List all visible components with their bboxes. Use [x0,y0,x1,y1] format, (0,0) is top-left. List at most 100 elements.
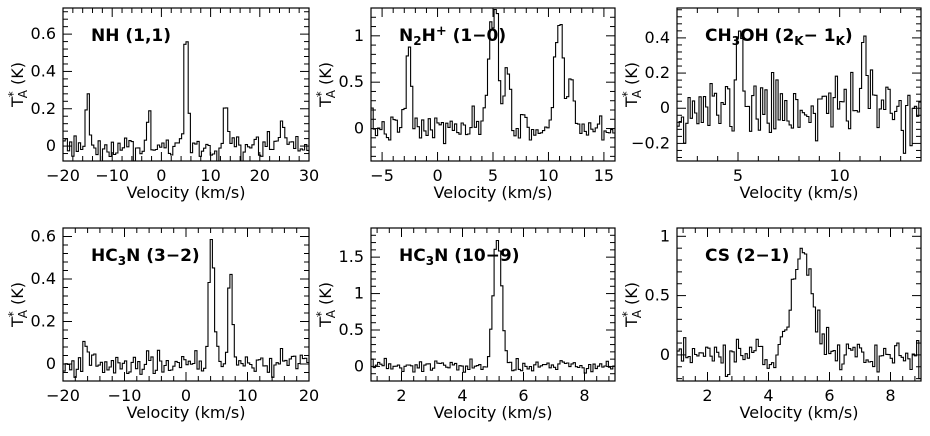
y-axis-title-part: A [16,309,30,318]
y-tick-label: 0.5 [339,72,364,91]
x-tick-label: 8 [579,386,589,405]
y-axis-title: T*A (K) [6,62,30,108]
y-tick-label: 0.6 [31,227,56,246]
plot-frame [676,227,922,382]
x-tick-label: 10 [200,166,220,185]
panel-title-part: ) [845,26,853,46]
y-axis-title: T*A (K) [314,62,338,108]
panel-title: CS (2−1) [705,246,789,266]
x-tick-label: 2 [396,386,406,405]
x-tick-label: 4 [457,386,467,405]
panel-title-part: OH (2 [740,26,794,46]
y-tick-label: 0.2 [31,99,56,118]
spectrum-panel-6: 2 4 6 8 0 0.5 1 Velocity (km/s) T*A (K) CS (2−1) [620,226,922,422]
x-tick-label: −10 [108,386,142,405]
panel-title-part: CS (2−1) [705,246,789,266]
panel-title: N2H+ (1−0) [399,24,506,48]
x-tick-label: 8 [885,386,895,405]
y-tick-label: 0 [354,356,364,375]
spectrum-line [371,8,615,145]
x-tick-label: 0 [156,166,166,185]
y-axis-title-part: A [16,89,30,98]
y-axis-title-part: (K) [8,62,27,90]
plot-frame [62,7,310,162]
y-axis-title-part: A [324,309,338,318]
panel-title-part: + [436,24,447,39]
y-axis-title-part: T [316,97,335,108]
spectrum-panel-4: −20 −10 0 10 20 0 0.2 0.4 0.6 Velocity (km/s) T*A … [6,227,319,423]
x-tick-label: −20 [46,166,80,185]
spectrum-panel-3: 5 10 −0.2 0 0.2 0.4 Velocity (km/s) T*A (K) CH3O… [620,7,922,202]
y-tick-label: −0.2 [631,133,670,152]
y-tick-label: 1.5 [339,247,364,266]
x-tick-label: −20 [46,386,80,405]
panel-title-part: HC [91,246,118,266]
y-axis-title-part: (K) [622,282,641,310]
panel-title-part: (1−0) [447,26,506,46]
y-axis-title-part: T [8,317,27,328]
x-axis-title: Velocity (km/s) [127,183,246,202]
y-axis-title-part: (K) [316,62,335,90]
x-axis-title: Velocity (km/s) [434,403,553,422]
panel-title-part: H [422,26,436,46]
y-axis-title-part: T [8,97,27,108]
y-axis-title: T*A (K) [6,282,30,328]
y-axis-title-part: * [314,311,328,317]
y-tick-label: 1 [660,226,670,245]
y-tick-label: 0.6 [31,24,56,43]
y-axis-title-part: (K) [8,282,27,310]
y-tick-label: 0 [660,98,670,117]
spectrum-line [63,41,309,161]
panel-title-part: NH (1,1) [91,26,171,46]
y-axis-title-part: T [622,317,641,328]
panel-title-part: K [794,34,804,48]
panel-title-part: HC [399,246,426,266]
x-tick-label: −10 [95,166,129,185]
y-axis-title-part: * [314,91,328,97]
y-axis-title: T*A (K) [620,62,644,108]
x-axis-title: Velocity (km/s) [740,183,859,202]
y-tick-label: 0.5 [645,286,670,305]
spectrum-panel-1: −20 −10 0 10 20 30 0 0.2 0.4 0.6 Velocity (km/s) T*… [6,7,319,202]
panel-title-part: 3 [118,254,126,268]
y-tick-label: 0 [46,136,56,155]
y-tick-label: 0 [354,119,364,138]
spectrum-line [677,247,921,380]
panel-title-part: CH [705,26,732,46]
x-tick-label: 4 [763,386,773,405]
x-tick-label: 15 [594,166,614,185]
y-tick-label: 0 [46,354,56,373]
y-axis-title-part: * [6,91,20,97]
y-axis-title-part: T [622,97,641,108]
x-tick-label: 5 [488,166,498,185]
panel-title-part: 2 [413,34,421,48]
panel-title: HC3N (3−2) [91,246,200,268]
x-tick-label: 0 [181,386,191,405]
panel-title: NH (1,1) [91,26,171,46]
x-tick-label: 10 [829,166,849,185]
panel-title-part: K [836,34,846,48]
spectrum-line [63,238,309,378]
y-axis-title-part: * [620,311,634,317]
panel-title-part: N (10−9) [434,246,519,266]
panel-title-part: N [399,26,413,46]
y-axis-title-part: * [6,311,20,317]
x-tick-label: 20 [250,166,270,185]
panel-title-part: − 1 [804,26,836,46]
spectrum-panel-5: 2 4 6 8 0 0.5 1 1.5 Velocity (km/s) T*A (K) HC3N (… [314,227,616,422]
y-axis-title-part: A [630,309,644,318]
y-tick-label: 0.4 [645,28,670,47]
x-tick-label: 20 [299,386,319,405]
y-axis-title: T*A (K) [620,282,644,328]
y-tick-label: 0.2 [31,312,56,331]
x-tick-label: −5 [370,166,394,185]
panel-title-part: 3 [426,254,434,268]
y-axis-title-part: * [620,91,634,97]
y-axis-title-part: (K) [316,282,335,310]
y-axis-title-part: A [630,89,644,98]
x-axis-title: Velocity (km/s) [434,183,553,202]
y-axis-title: T*A (K) [314,282,338,328]
plot-frame [370,227,616,382]
x-tick-label: 2 [702,386,712,405]
